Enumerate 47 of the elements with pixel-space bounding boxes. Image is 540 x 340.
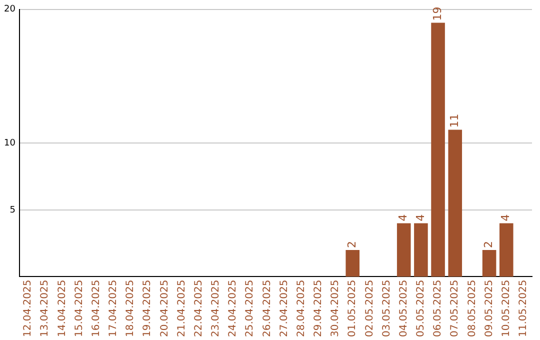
x-tick-label: 06.05.2025 [432,280,444,338]
x-tick-label: 15.04.2025 [74,280,85,338]
x-tick-label: 14.04.2025 [56,280,68,338]
x-tick-label: 04.05.2025 [398,280,410,338]
x-tick-label: 13.04.2025 [40,280,51,338]
bar [448,130,462,277]
y-tick-label: 10 [4,138,16,148]
x-tick-label: 02.05.2025 [364,280,376,338]
x-tick-label: 11.05.2025 [518,280,530,338]
y-tick-label: 20 [4,4,16,15]
data-label: 4 [396,214,410,222]
data-label: 2 [482,241,496,248]
x-tick-label: 09.05.2025 [484,280,495,338]
x-tick-label: 24.04.2025 [228,280,239,338]
data-label: 11 [448,114,461,128]
data-label: 19 [430,6,444,21]
y-tick-label: 5 [10,205,16,216]
x-tick-label: 26.04.2025 [262,280,273,338]
bar [482,250,496,277]
x-tick-label: 30.04.2025 [330,280,342,338]
x-tick-label: 03.05.2025 [381,280,392,338]
x-tick-label: 19.04.2025 [142,280,154,338]
x-tick-label: 05.05.2025 [416,280,427,338]
data-label: 2 [345,241,358,248]
x-tick-label: 10.05.2025 [500,280,512,338]
x-tick-label: 18.04.2025 [125,280,136,338]
bar [499,223,514,277]
x-tick-label: 27.04.2025 [278,280,290,338]
x-tick-label: 23.04.2025 [210,280,222,338]
x-tick-label: 25.04.2025 [244,280,256,338]
x-tick-label: 22.04.2025 [193,280,204,338]
bar [414,223,428,277]
bar [346,250,360,277]
x-tick-label: 01.05.2025 [347,280,358,338]
x-tick-label: 29.04.2025 [313,280,324,338]
x-tick-label: 16.04.2025 [90,280,102,338]
x-tick-label: 28.04.2025 [296,280,307,338]
x-tick-label: 07.05.2025 [450,280,461,338]
bar [431,22,445,277]
x-tick-label: 20.04.2025 [159,280,170,338]
bar [396,223,411,277]
data-label: 4 [414,214,427,222]
data-label: 4 [499,214,512,222]
x-tick-label: 12.04.2025 [22,280,34,338]
x-tick-label: 21.04.2025 [176,280,188,338]
x-tick-label: 08.05.2025 [466,280,478,338]
x-tick-label: 17.04.2025 [108,280,120,338]
